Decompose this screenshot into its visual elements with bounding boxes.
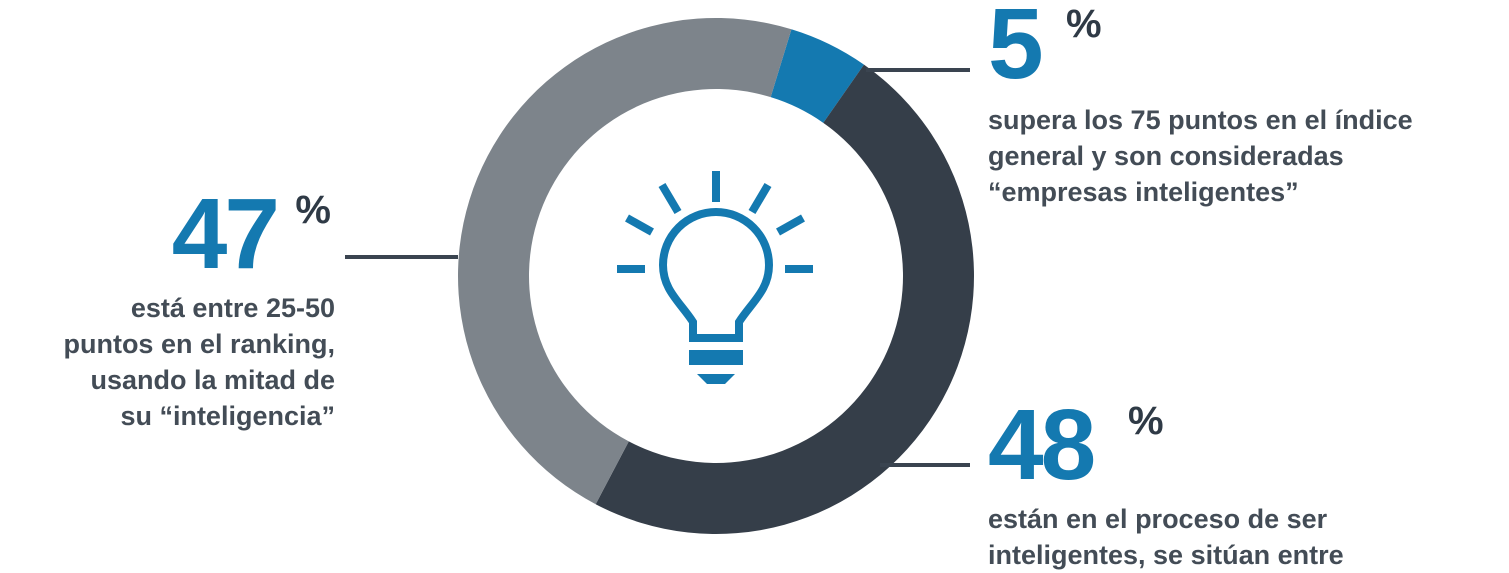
donut-slice-47: [457, 17, 792, 505]
donut-slice-48: [595, 64, 974, 534]
callout-description: supera los 75 puntos en el índice genera…: [988, 102, 1413, 210]
callout-description: está entre 25-50 puntos en el ranking, u…: [0, 290, 335, 434]
percent-sign: %: [295, 188, 331, 232]
percent-47: 47%: [172, 184, 331, 284]
callout-description: están en el proceso de ser inteligentes,…: [988, 501, 1344, 573]
callout-48: 48% están en el proceso de ser inteligen…: [988, 395, 1344, 573]
percent-value: 48: [988, 389, 1096, 501]
light-ray: [625, 214, 654, 236]
bulb-tip: [697, 374, 735, 384]
callout-5: 5% supera los 75 puntos en el índice gen…: [988, 0, 1413, 210]
description-line: general y son consideradas: [988, 141, 1344, 171]
light-ray: [776, 214, 805, 236]
percent-sign: %: [1128, 399, 1164, 443]
description-line: están en el proceso de ser: [988, 504, 1328, 534]
description-line: puntos en el ranking,: [63, 329, 335, 359]
donut-slices: [457, 17, 974, 534]
donut-slice-5: [770, 29, 864, 123]
description-line: su “inteligencia”: [120, 401, 335, 431]
percent-value: 5: [988, 0, 1044, 100]
leader-lines: [345, 68, 970, 467]
percent-5: 5%: [988, 0, 1102, 94]
description-line: está entre 25-50: [130, 293, 335, 323]
description-line: inteligentes, se sitúan entre: [988, 540, 1344, 570]
percent-sign: %: [1066, 2, 1102, 46]
bulb-base: [689, 350, 743, 365]
percent-value: 47: [171, 178, 280, 290]
description-line: usando la mitad de: [90, 365, 335, 395]
lightbulb-icon: [617, 171, 813, 384]
bulb-outline: [658, 208, 774, 342]
description-line: supera los 75 puntos en el índice: [988, 105, 1413, 135]
callout-47: 47% está entre 25-50 puntos en el rankin…: [0, 184, 335, 434]
light-ray: [748, 182, 772, 215]
light-ray: [658, 182, 682, 215]
percent-48: 48%: [988, 395, 1164, 495]
description-line: “empresas inteligentes”: [988, 177, 1299, 207]
